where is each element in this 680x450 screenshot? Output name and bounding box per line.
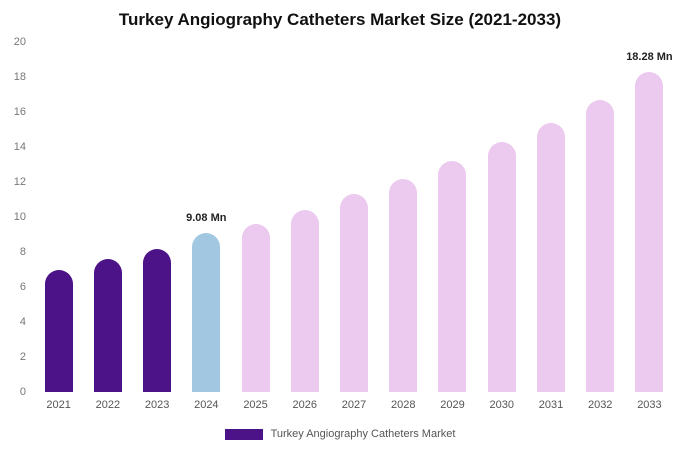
y-tick-label: 16 <box>13 106 26 118</box>
bar-2021 <box>44 269 73 392</box>
bar-2029 <box>438 161 467 392</box>
legend-swatch <box>224 428 263 440</box>
y-axis: 0 2 4 6 8 10 12 14 16 18 20 <box>0 0 30 450</box>
bar-column: 2021 <box>34 42 83 411</box>
x-tick-label: 2021 <box>46 399 71 411</box>
bar-column: 2025 <box>231 42 280 411</box>
x-tick-label: 2022 <box>95 399 121 411</box>
bar-2031 <box>536 122 565 392</box>
chart-title: Turkey Angiography Catheters Market Size… <box>118 10 562 29</box>
bar-2026 <box>290 210 319 392</box>
bar-column: 2026 <box>280 42 329 411</box>
x-tick-label: 2029 <box>440 399 465 411</box>
x-tick-label: 2025 <box>243 399 268 411</box>
bar-column: 2022 <box>83 42 132 411</box>
bar-2024 <box>192 233 221 392</box>
x-tick-label: 2032 <box>587 399 613 411</box>
y-tick-label: 6 <box>19 281 26 293</box>
legend-label: Turkey Angiography Catheters Market <box>270 428 456 440</box>
bar-2028 <box>389 178 418 392</box>
x-tick-label: 2023 <box>144 399 170 411</box>
bar-2023 <box>143 248 172 392</box>
y-tick-label: 12 <box>13 176 26 188</box>
bar-value-label: 9.08 Mn <box>186 212 227 225</box>
bar-column: 2032 <box>576 42 625 411</box>
bar-column: 2024 9.08 Mn <box>182 42 231 411</box>
plot-area: 2021 2022 2023 2024 9.08 Mn 2025 2026 2027 2028 2… <box>34 42 674 411</box>
y-tick-label: 8 <box>19 246 26 258</box>
y-tick-label: 20 <box>13 36 26 48</box>
x-tick-label: 2033 <box>637 399 662 411</box>
y-tick-label: 10 <box>13 211 26 223</box>
bar-value-label: 18.28 Mn <box>626 51 673 64</box>
y-tick-label: 4 <box>19 316 26 328</box>
x-tick-label: 2030 <box>489 399 514 411</box>
bar-column: 2031 <box>526 42 575 411</box>
bar-2030 <box>487 141 516 392</box>
bar-2033 <box>635 72 664 392</box>
x-tick-label: 2024 <box>194 399 219 411</box>
bar-column: 2027 <box>329 42 378 411</box>
y-tick-label: 2 <box>19 351 26 363</box>
x-tick-label: 2026 <box>292 399 318 411</box>
bar-2032 <box>586 99 615 392</box>
y-tick-label: 18 <box>13 71 26 83</box>
x-tick-label: 2031 <box>538 399 564 411</box>
bar-column: 2033 18.28 Mn <box>625 42 674 411</box>
bar-2022 <box>93 259 122 392</box>
y-tick-label: 0 <box>19 386 26 398</box>
bar-column: 2030 <box>477 42 526 411</box>
bar-2027 <box>340 194 369 392</box>
legend: Turkey Angiography Catheters Market <box>0 428 680 440</box>
bar-column: 2023 <box>132 42 181 411</box>
y-tick-label: 14 <box>13 141 26 153</box>
bar-column: 2028 <box>379 42 428 411</box>
x-tick-label: 2027 <box>341 399 367 411</box>
bar-2025 <box>241 224 270 392</box>
bar-column: 2029 <box>428 42 477 411</box>
x-tick-label: 2028 <box>391 399 416 411</box>
